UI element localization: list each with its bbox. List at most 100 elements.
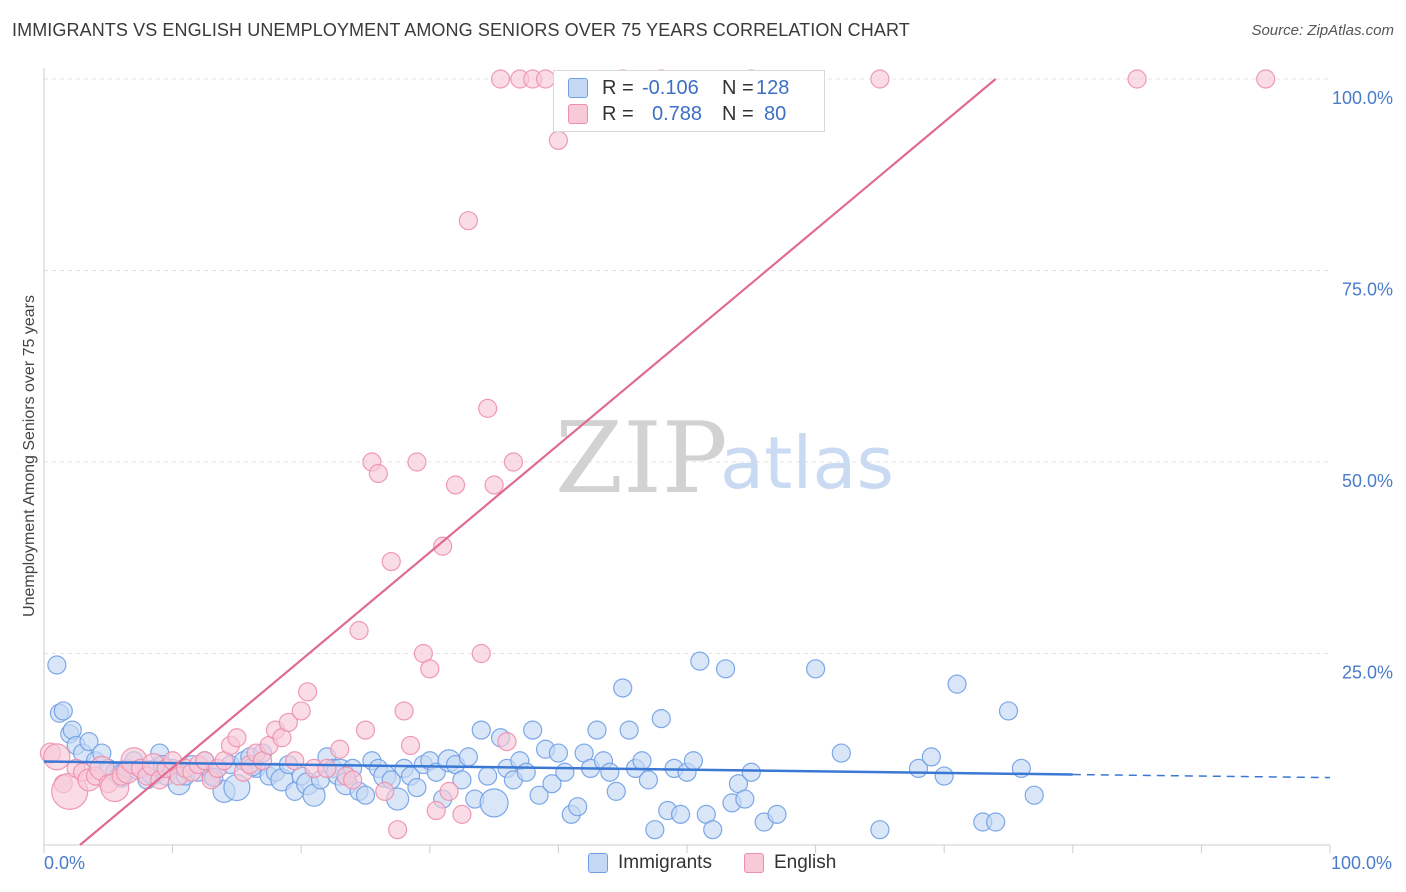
english-point-51 (381, 551, 401, 572)
bottom-legend-swatch-immigrants (588, 853, 608, 873)
immigrants-point-99 (670, 804, 691, 824)
immigrants-point-75 (516, 762, 536, 782)
legend-swatch-english (568, 104, 588, 124)
watermark-zip: ZIP (555, 402, 728, 516)
immigrants-trend-extension (1072, 773, 1331, 779)
x-tick-label-min: 0.0% (44, 853, 85, 873)
series-layer (39, 69, 1276, 840)
english-point-69 (503, 452, 523, 472)
english-point-39 (291, 701, 311, 721)
english-point-50 (375, 781, 395, 801)
legend-row-english: R = 0.788 N = 80 (568, 101, 786, 127)
immigrants-point-91 (619, 720, 639, 740)
english-point-53 (394, 701, 414, 721)
axes (43, 68, 1331, 853)
bottom-legend: Immigrants English (588, 852, 868, 874)
english-point-67 (490, 69, 511, 89)
immigrants-point-77 (529, 785, 549, 805)
immigrants-point-83 (568, 797, 588, 817)
immigrants-point-68 (471, 720, 491, 740)
english-point-73 (548, 130, 569, 150)
immigrants-point-66 (458, 747, 478, 767)
immigrants-point-101 (683, 751, 704, 771)
immigrants-point-7 (79, 731, 99, 752)
english-point-57 (420, 659, 440, 679)
y-tick-label-1: 50.0% (1342, 471, 1393, 491)
immigrants-point-94 (638, 770, 659, 790)
english-point-65 (478, 398, 498, 418)
english-trend-line (79, 78, 997, 846)
immigrants-point-114 (870, 820, 890, 840)
english-point-58 (426, 800, 446, 821)
immigrants-point-0 (47, 655, 67, 675)
bottom-legend-swatch-english (743, 853, 764, 873)
bottom-legend-immigrants: Immigrants (588, 852, 712, 874)
immigrants-point-88 (600, 762, 620, 782)
english-point-77 (870, 69, 890, 89)
immigrants-point-86 (587, 720, 607, 740)
bottom-legend-label-english: English (773, 852, 837, 873)
chart-title: IMMIGRANTS VS ENGLISH UNEMPLOYMENT AMONG… (12, 20, 910, 40)
immigrants-point-58 (407, 777, 427, 798)
immigrants-point-76 (523, 720, 543, 740)
y-tick-label-2: 75.0% (1342, 280, 1393, 300)
trend-layer (43, 78, 1331, 846)
immigrants-point-113 (831, 743, 851, 763)
immigrants-point-70 (479, 788, 509, 818)
immigrants-point-109 (741, 762, 761, 782)
legend-r-value: -0.106 (642, 76, 699, 99)
english-point-78 (1127, 69, 1147, 89)
english-point-64 (471, 643, 491, 664)
immigrants-point-123 (1024, 785, 1044, 805)
immigrants-point-105 (715, 659, 736, 679)
immigrants-trend-line (43, 760, 1073, 776)
legend-row-immigrants: R = -0.106 N = 128 (568, 75, 789, 101)
bottom-legend-english: English (743, 852, 837, 874)
english-point-40 (298, 682, 318, 702)
english-point-61 (445, 475, 466, 495)
immigrants-point-80 (548, 743, 569, 763)
immigrants-point-93 (632, 751, 652, 771)
immigrants-point-90 (613, 678, 633, 698)
x-tick-label-max: 100.0% (1331, 853, 1392, 873)
grid-lines (44, 78, 1330, 654)
immigrants-point-81 (555, 762, 575, 782)
series-english (39, 69, 1276, 840)
legend-box: R = -0.106 N = 128 R = 0.788 N = 80 (553, 70, 825, 132)
legend-n-value: 128 (756, 76, 790, 99)
english-point-1 (43, 743, 71, 771)
english-point-52 (388, 820, 408, 840)
series-immigrants (47, 651, 1044, 840)
y-tick-label-0: 25.0% (1342, 663, 1393, 683)
immigrants-point-102 (690, 651, 710, 671)
immigrants-point-111 (767, 804, 787, 824)
legend-n-label: N = (722, 76, 754, 99)
english-point-43 (330, 739, 350, 759)
english-point-60 (439, 781, 459, 801)
watermark-atlas: atlas (720, 421, 894, 505)
english-point-59 (433, 536, 453, 556)
immigrants-point-121 (998, 701, 1019, 721)
english-point-54 (400, 735, 421, 756)
legend-n-label: N = (722, 102, 754, 125)
immigrants-point-95 (645, 820, 665, 840)
immigrants-point-65 (452, 770, 472, 790)
english-point-68 (497, 731, 517, 752)
english-point-66 (484, 475, 504, 495)
english-point-38 (285, 751, 305, 771)
english-point-37 (278, 712, 298, 733)
immigrants-point-116 (921, 747, 941, 767)
immigrants-point-112 (805, 659, 826, 679)
english-point-46 (349, 620, 369, 641)
y-tick-labels: 25.0% 50.0% 75.0% 100.0% (1332, 88, 1393, 683)
immigrants-point-96 (651, 709, 671, 729)
legend-r-label: R = (602, 102, 634, 125)
y-axis-title: Unemployment Among Seniors over 75 years (21, 295, 38, 617)
english-point-62 (452, 804, 472, 824)
legend-swatch-immigrants (568, 78, 588, 98)
immigrants-point-89 (606, 781, 626, 801)
immigrants-point-79 (542, 774, 562, 794)
immigrants-point-118 (947, 674, 967, 694)
immigrants-point-50 (355, 785, 376, 805)
